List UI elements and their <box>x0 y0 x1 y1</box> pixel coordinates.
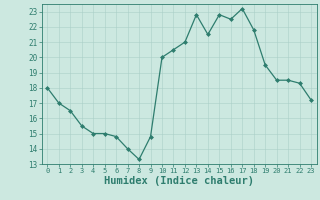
X-axis label: Humidex (Indice chaleur): Humidex (Indice chaleur) <box>104 176 254 186</box>
